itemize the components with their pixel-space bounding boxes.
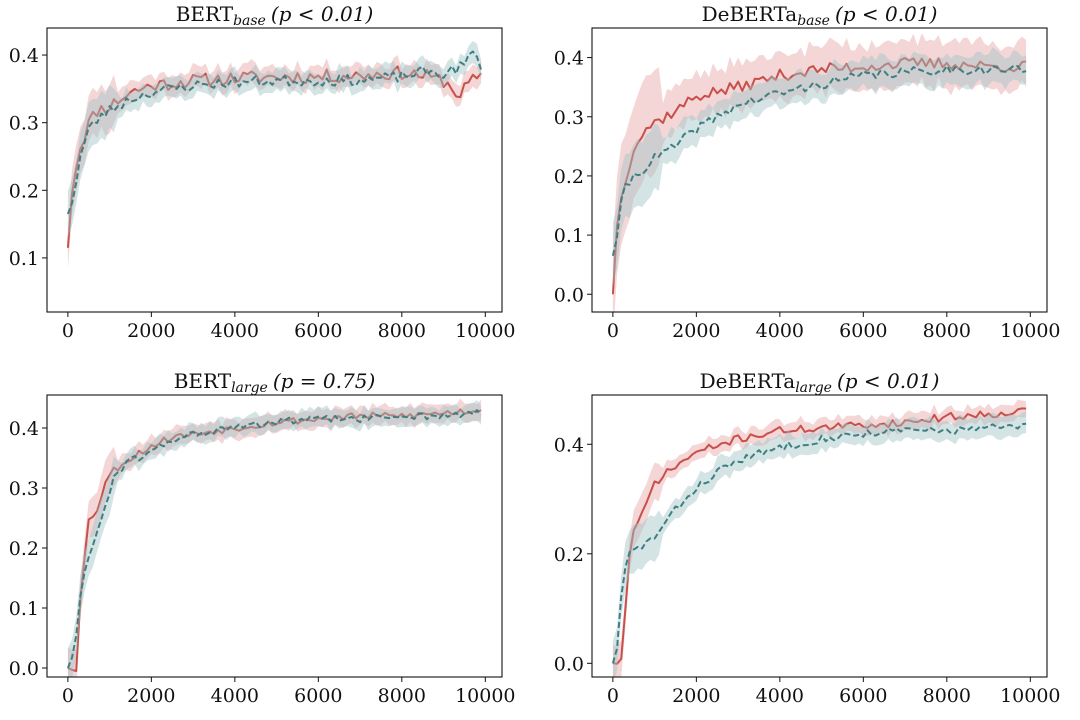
plot-area — [611, 399, 1027, 677]
title-model: DeBERTa — [702, 2, 798, 26]
x-tick-label: 4000 — [756, 685, 804, 707]
x-tick-label: 6000 — [839, 320, 887, 342]
x-tick-label: 2000 — [127, 685, 175, 707]
confidence-band-dashed — [612, 411, 1027, 677]
confidence-band-solid — [612, 33, 1027, 312]
title-subscript: base — [233, 13, 266, 29]
title-subscript: large — [231, 380, 268, 396]
y-tick-label: 0.2 — [554, 166, 584, 188]
plot-area — [611, 33, 1027, 312]
x-tick-label: 0 — [62, 685, 74, 707]
y-tick-label: 0.3 — [9, 113, 39, 135]
title-model: DeBERTa — [700, 369, 796, 393]
x-tick-label: 8000 — [923, 320, 971, 342]
title-subscript: large — [795, 380, 832, 396]
chart-title: BERTlarge (p = 0.75) — [174, 369, 376, 396]
x-tick-label: 6000 — [294, 320, 342, 342]
confidence-band-dashed — [67, 40, 482, 238]
title-subscript: base — [797, 13, 830, 29]
x-tick-label: 2000 — [672, 685, 720, 707]
chart-panel-1: 0 2000 4000 6000 8000 10000 0.1 0.2 0.3 0.4 BERTba… — [9, 2, 516, 342]
x-tick-label: 10000 — [1000, 320, 1060, 342]
y-tick-label: 0.1 — [9, 248, 39, 270]
x-tick-label: 0 — [607, 320, 619, 342]
plot-area — [66, 40, 483, 269]
series-line-solid — [67, 408, 482, 672]
series-line-dashed — [611, 64, 1027, 257]
y-tick-label: 0.4 — [9, 418, 39, 440]
y-tick-label: 0.0 — [9, 658, 39, 680]
title-pvalue: (p < 0.01) — [271, 2, 373, 26]
axes-frame — [46, 27, 503, 313]
x-tick-label: 2000 — [127, 320, 175, 342]
x-tick-label: 4000 — [756, 320, 804, 342]
x-tick-label: 8000 — [923, 685, 971, 707]
x-tick-label: 6000 — [839, 685, 887, 707]
series-line-solid — [611, 57, 1027, 295]
x-tick-label: 10000 — [455, 685, 515, 707]
series-line-dashed — [66, 50, 483, 215]
series-line-solid — [612, 407, 1027, 665]
series-line-solid — [66, 65, 482, 248]
x-tick-label: 0 — [62, 320, 74, 342]
title-model: BERT — [176, 2, 234, 26]
x-tick-label: 4000 — [211, 320, 259, 342]
x-tick-label: 10000 — [1000, 685, 1060, 707]
axes-frame — [591, 394, 1048, 678]
confidence-band-dashed — [67, 400, 482, 677]
y-tick-label: 0.4 — [554, 48, 584, 70]
confidence-band-dashed — [612, 47, 1027, 287]
y-tick-label: 0.4 — [9, 45, 39, 67]
chart-title: BERTbase (p < 0.01) — [176, 2, 374, 29]
x-tick-label: 8000 — [378, 685, 426, 707]
y-tick-label: 0.2 — [9, 538, 39, 560]
plot-area — [66, 398, 482, 677]
y-tick-label: 0.2 — [9, 180, 39, 202]
x-tick-label: 10000 — [455, 320, 515, 342]
x-tick-label: 4000 — [211, 685, 259, 707]
confidence-band-solid — [67, 398, 482, 677]
y-tick-label: 0.4 — [554, 434, 584, 456]
chart-title: DeBERTalarge (p < 0.01) — [700, 369, 940, 396]
y-tick-label: 0.1 — [554, 225, 584, 247]
x-tick-label: 6000 — [294, 685, 342, 707]
y-tick-label: 0.0 — [554, 284, 584, 306]
chart-panel-4: 0 2000 4000 6000 8000 10000 0.0 0.2 0.4 DeBERTala… — [554, 369, 1061, 707]
axes-frame — [46, 394, 503, 678]
y-tick-label: 0.1 — [9, 598, 39, 620]
y-tick-label: 0.0 — [554, 653, 584, 675]
axes-frame — [591, 27, 1048, 313]
chart-panel-3: 0 2000 4000 6000 8000 10000 0.0 0.1 0.2 0.3 0.4 BER… — [9, 369, 516, 707]
title-pvalue: (p < 0.01) — [835, 2, 937, 26]
x-tick-label: 8000 — [378, 320, 426, 342]
chart-panel-2: 0 2000 4000 6000 8000 10000 0.0 0.1 0.2 0.3 0.4 DeB… — [554, 2, 1061, 342]
chart-title: DeBERTabase (p < 0.01) — [702, 2, 938, 29]
x-tick-label: 0 — [607, 685, 619, 707]
title-model: BERT — [174, 369, 232, 393]
x-tick-label: 2000 — [672, 320, 720, 342]
series-line-dashed — [611, 422, 1027, 664]
y-tick-label: 0.3 — [9, 478, 39, 500]
title-pvalue: (p < 0.01) — [837, 369, 939, 393]
title-pvalue: (p = 0.75) — [273, 369, 375, 393]
y-tick-label: 0.2 — [554, 544, 584, 566]
y-tick-label: 0.3 — [554, 107, 584, 129]
series-line-dashed — [66, 409, 482, 669]
